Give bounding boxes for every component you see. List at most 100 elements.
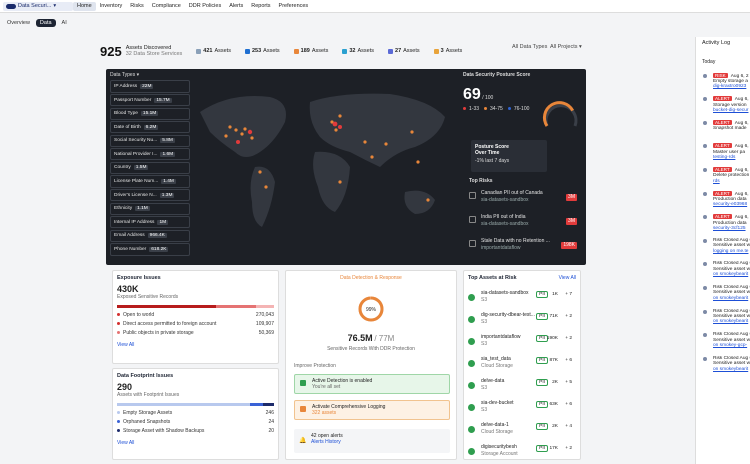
open-alerts[interactable]: 🔔 42 open alerts Alerts History	[294, 429, 450, 453]
nav-preferences[interactable]: Preferences	[278, 2, 309, 9]
timeline-dot-icon	[703, 97, 707, 102]
tab-data[interactable]: Data	[35, 19, 56, 27]
risk-badge: 3M	[566, 194, 577, 201]
activity-item[interactable]: RISK Aug 6, 2 Empty storage a dig-kraxtro09…	[696, 72, 750, 93]
nav-risks[interactable]: Risks	[130, 2, 144, 9]
data-type-item[interactable]: Blood Type 15.1M	[110, 107, 190, 120]
asset-icon	[468, 447, 475, 455]
data-type-item[interactable]: Ethnicity 1.1M	[110, 202, 190, 215]
pii-badge: PII	[536, 401, 548, 408]
pii-badge: PII	[536, 313, 548, 320]
activity-item[interactable]: Risk Closed Aug 6 Sensitive asset w on smo…	[696, 285, 750, 305]
nav-home[interactable]: Home	[73, 1, 96, 11]
pii-badge: PII	[536, 357, 548, 364]
activity-tag: ALERT	[713, 190, 732, 196]
top-risk-item[interactable]: Canadian PII out of Canada sia-datasets-s…	[469, 190, 581, 214]
asset-row[interactable]: importantdataflow S3 PII 190K + 2	[468, 330, 576, 352]
timeline-dot-icon	[703, 333, 707, 338]
posture-legend-item: 76-100	[507, 106, 529, 112]
exposure-row[interactable]: Direct access permitted to foreign accou…	[117, 320, 274, 329]
data-types-header[interactable]: Data Types ▾	[110, 72, 140, 78]
asset-count-1[interactable]: 253 Assets	[244, 48, 280, 54]
footprint-row[interactable]: Orphaned Snapshots 24	[117, 418, 274, 427]
pii-badge: PII	[536, 291, 548, 298]
warning-icon	[300, 406, 306, 412]
timeline-dot-icon	[703, 215, 707, 220]
data-type-item[interactable]: Social Security Nu... 5.8M	[110, 134, 190, 147]
chevron-down-icon: ▾	[53, 3, 57, 9]
nav-alerts[interactable]: Alerts	[229, 2, 244, 9]
tab-ai[interactable]: AI	[61, 20, 67, 26]
brand-logo-icon	[6, 3, 16, 9]
nav-inventory[interactable]: Inventory	[99, 2, 123, 9]
top-risk-item[interactable]: India PII out of India sia-datasets-sandb…	[469, 214, 581, 238]
exposure-row[interactable]: Public objects in private storage 50,369	[117, 329, 274, 338]
ddr-sub: Sensitive Records With DDR Protection	[327, 346, 415, 352]
asset-count-3[interactable]: 32 Assets	[342, 48, 374, 54]
exposure-view-all[interactable]: View All	[117, 342, 135, 348]
data-types-filter[interactable]: All Data Types	[512, 44, 548, 50]
asset-row[interactable]: sia-datasets-sandbox S3 PII 1K + 7	[468, 286, 576, 308]
tab-overview[interactable]: Overview	[7, 20, 30, 26]
asset-icon	[468, 381, 475, 389]
asset-count-2[interactable]: 189 Assets	[293, 48, 328, 54]
asset-row[interactable]: sia_test_data Cloud Storage PII 87K + 6	[468, 352, 576, 374]
top-assets-view-all[interactable]: View All	[558, 275, 576, 281]
data-type-item[interactable]: Passport Number 15.7M	[110, 93, 190, 107]
activity-item[interactable]: Risk Closed Aug 6 Sensitive asset w on smo…	[696, 261, 750, 281]
ddr-title: Data Detection & Response	[340, 275, 402, 281]
footprint-row[interactable]: Storage Asset with Shadow Backups 20	[117, 427, 274, 436]
posture-title: Data Security Posture Score	[463, 72, 531, 78]
data-type-item[interactable]: IP Address 22M	[110, 80, 190, 93]
data-type-item[interactable]: Email Address 966.4K	[110, 229, 190, 242]
activate-logging-banner[interactable]: Activate Comprehensive Logging 322 assets	[294, 400, 450, 420]
ddr-ring: 99%	[358, 296, 384, 322]
pii-badge: PII	[536, 379, 548, 386]
nav-reports[interactable]: Reports	[251, 2, 271, 9]
exposure-row[interactable]: Open to world 270,043	[117, 311, 274, 320]
data-type-item[interactable]: License Plate Num... 1.4M	[110, 175, 190, 188]
activity-item[interactable]: Risk Closed Aug 6 Sensitive asset w on smo…	[696, 356, 750, 376]
exposure-title: Exposure Issues	[117, 275, 161, 281]
data-type-item[interactable]: Internal IP Address 1M	[110, 216, 190, 229]
footprint-row[interactable]: Empty Storage Assets 246	[117, 409, 274, 418]
nav-ddr-policies[interactable]: DDR Policies	[188, 2, 222, 9]
asset-icon	[468, 403, 475, 411]
asset-count-4[interactable]: 27 Assets	[388, 48, 420, 54]
asset-row[interactable]: delve-data S3 PII 2K + 5	[468, 374, 576, 396]
data-type-item[interactable]: National Provider I... 1.6M	[110, 148, 190, 161]
footprint-view-all[interactable]: View All	[117, 440, 135, 446]
data-type-item[interactable]: Country 1.5M	[110, 161, 190, 175]
asset-count-5[interactable]: 3 Assets	[433, 48, 462, 54]
alerts-history-link[interactable]: Alerts History	[311, 439, 341, 445]
projects-filter[interactable]: All Projects ▾	[550, 44, 582, 50]
asset-icon	[468, 337, 475, 345]
data-type-item[interactable]: Driver's License N... 1.3M	[110, 189, 190, 202]
posture-legend-item: 1-33	[463, 106, 479, 112]
data-type-item[interactable]: Date of Birth 6.2M	[110, 121, 190, 134]
bell-icon: 🔔	[299, 438, 307, 444]
asset-row[interactable]: digisecuritybesh Storage Account PII 17K + 2	[468, 440, 576, 462]
activity-item[interactable]: Risk Closed Aug 6 Sensitive asset w on smo…	[696, 332, 750, 352]
view-tabs: Overview Data AI	[0, 17, 71, 29]
asset-count-0[interactable]: 421 Assets	[196, 48, 231, 54]
asset-summary: 925 Assets Discovered 32 Data Store Servi…	[100, 40, 690, 62]
nav-compliance[interactable]: Compliance	[151, 2, 181, 9]
risk-badge: 198K	[561, 242, 577, 249]
top-risk-item[interactable]: Stale Data with no Retention ... importan…	[469, 238, 581, 262]
ddr-outof: / 77M	[374, 334, 395, 343]
activity-item[interactable]: Risk Closed Aug 6 Sensitive asset w loggin…	[696, 238, 750, 258]
asset-row[interactable]: delve-data-1 Cloud Storage PII 2K + 4	[468, 418, 576, 440]
asset-row[interactable]: sia-dev-bucket S3 PII 63K + 6	[468, 396, 576, 418]
data-type-item[interactable]: Phone Number 618.2K	[110, 243, 190, 256]
brand-switcher[interactable]: Data Securi... ▾	[3, 1, 73, 11]
activity-item[interactable]: Risk Closed Aug 6 Sensitive asset w on smo…	[696, 309, 750, 329]
asset-row[interactable]: dig-security-dbear-test... S3 PII 71K + 2	[468, 308, 576, 330]
posture-over-time-card[interactable]: Posture Score Over Time -1% last 7 days	[471, 140, 547, 172]
